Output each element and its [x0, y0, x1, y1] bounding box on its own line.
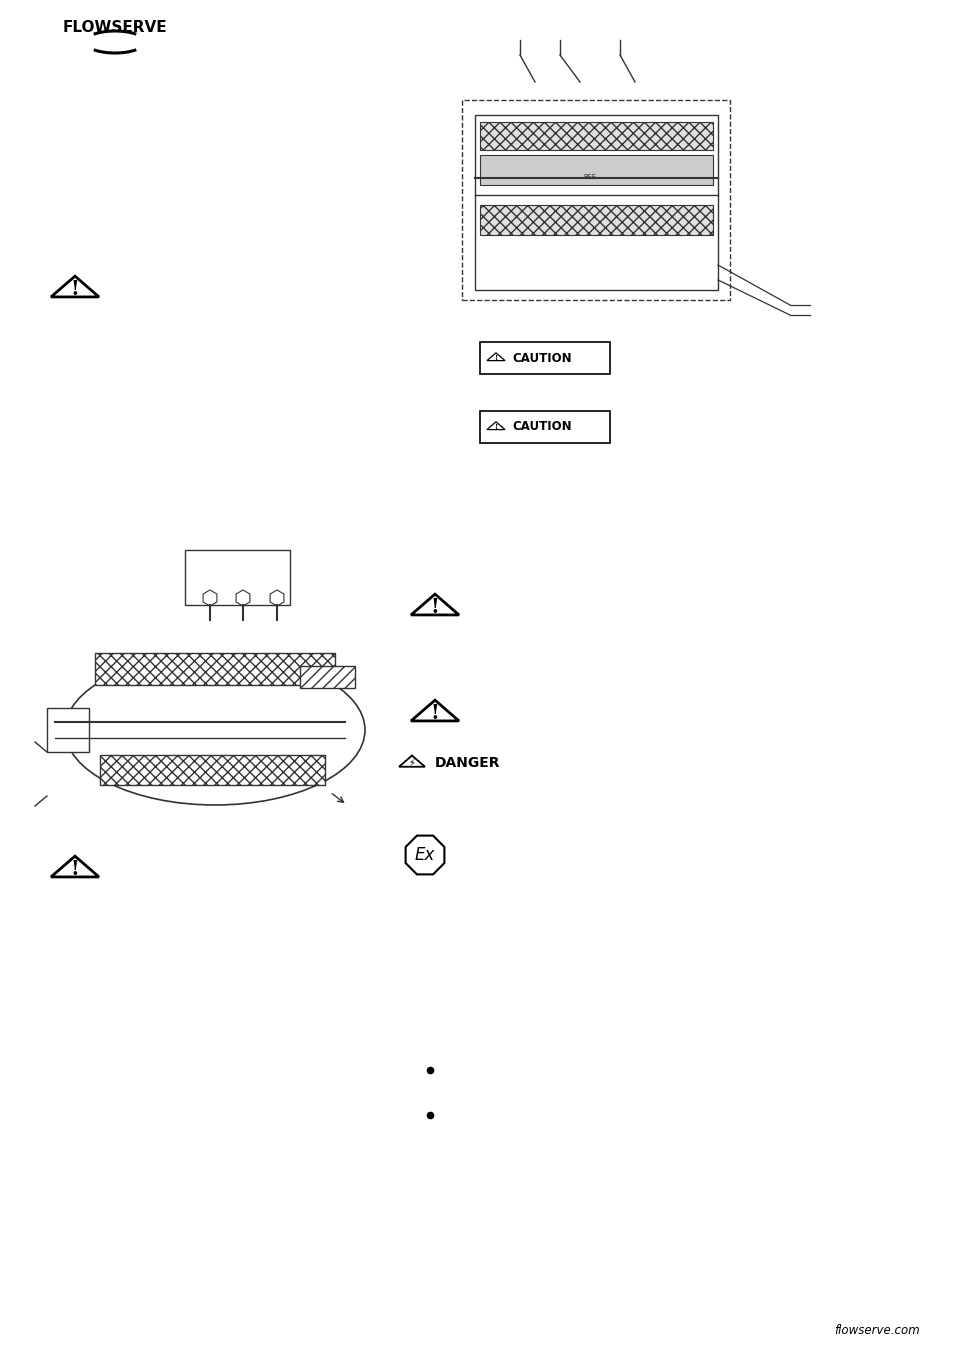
Text: CAUTION: CAUTION — [512, 351, 571, 365]
Bar — [479, 155, 712, 185]
Bar — [185, 550, 290, 605]
Text: Ex: Ex — [415, 846, 435, 865]
Text: !: ! — [71, 280, 79, 299]
Text: BFE: BFE — [583, 174, 596, 180]
Bar — [47, 708, 89, 753]
Text: !: ! — [430, 703, 439, 723]
Text: !: ! — [494, 354, 497, 362]
Bar — [479, 342, 609, 374]
Bar — [461, 100, 729, 300]
Bar — [475, 115, 718, 290]
Bar — [479, 205, 712, 235]
Text: flowserve.com: flowserve.com — [833, 1324, 919, 1336]
Text: DANGER: DANGER — [435, 757, 500, 770]
Bar — [299, 666, 355, 688]
Text: !: ! — [494, 423, 497, 431]
Bar — [95, 653, 335, 685]
Bar — [479, 122, 712, 150]
Text: CAUTION: CAUTION — [512, 420, 571, 434]
Text: !: ! — [430, 597, 439, 617]
Text: ⚡: ⚡ — [408, 758, 415, 767]
Text: !: ! — [71, 859, 79, 880]
Bar — [479, 411, 609, 443]
Text: FLOWSERVE: FLOWSERVE — [63, 20, 167, 35]
Bar — [100, 755, 325, 785]
